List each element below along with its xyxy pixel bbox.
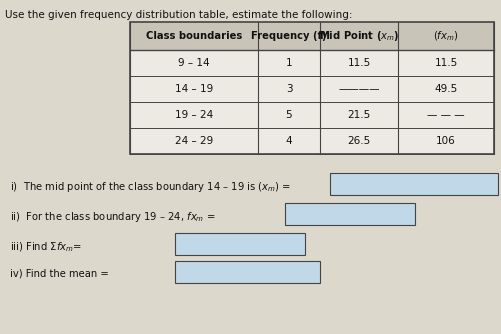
Bar bbox=[130, 22, 494, 50]
Text: iii) Find Σ$fx_m$=: iii) Find Σ$fx_m$= bbox=[10, 240, 82, 254]
Text: $(fx_m)$: $(fx_m)$ bbox=[433, 29, 459, 43]
Bar bbox=[130, 22, 494, 154]
Text: 21.5: 21.5 bbox=[347, 110, 371, 120]
Bar bbox=[130, 50, 494, 76]
Bar bbox=[130, 128, 494, 154]
Text: 14 – 19: 14 – 19 bbox=[175, 84, 213, 94]
Text: 26.5: 26.5 bbox=[347, 136, 371, 146]
Text: — — —: — — — bbox=[427, 110, 465, 120]
Text: Frequency (f): Frequency (f) bbox=[251, 31, 327, 41]
Text: 49.5: 49.5 bbox=[434, 84, 457, 94]
Bar bbox=[285, 203, 415, 225]
Bar bbox=[130, 102, 494, 128]
Text: 3: 3 bbox=[286, 84, 292, 94]
Text: 24 – 29: 24 – 29 bbox=[175, 136, 213, 146]
Text: 11.5: 11.5 bbox=[347, 58, 371, 68]
Text: Mid Point ($x_m$): Mid Point ($x_m$) bbox=[319, 29, 399, 43]
Text: 5: 5 bbox=[286, 110, 292, 120]
Text: 9 – 14: 9 – 14 bbox=[178, 58, 210, 68]
Bar bbox=[330, 173, 498, 195]
Text: ii)  For the class boundary 19 – 24, $fx_m$ =: ii) For the class boundary 19 – 24, $fx_… bbox=[10, 210, 215, 224]
Text: 4: 4 bbox=[286, 136, 292, 146]
Text: 1: 1 bbox=[286, 58, 292, 68]
Bar bbox=[130, 76, 494, 102]
Text: iv) Find the mean =: iv) Find the mean = bbox=[10, 268, 109, 278]
Text: Use the given frequency distribution table, estimate the following:: Use the given frequency distribution tab… bbox=[5, 10, 353, 20]
Text: i)  The mid point of the class boundary 14 – 19 is ($x_m$) =: i) The mid point of the class boundary 1… bbox=[10, 180, 291, 194]
Bar bbox=[175, 261, 320, 283]
Text: 11.5: 11.5 bbox=[434, 58, 457, 68]
Text: Class boundaries: Class boundaries bbox=[146, 31, 242, 41]
Bar bbox=[175, 233, 305, 255]
Text: ————: ———— bbox=[338, 84, 380, 94]
Text: 19 – 24: 19 – 24 bbox=[175, 110, 213, 120]
Text: 106: 106 bbox=[436, 136, 456, 146]
